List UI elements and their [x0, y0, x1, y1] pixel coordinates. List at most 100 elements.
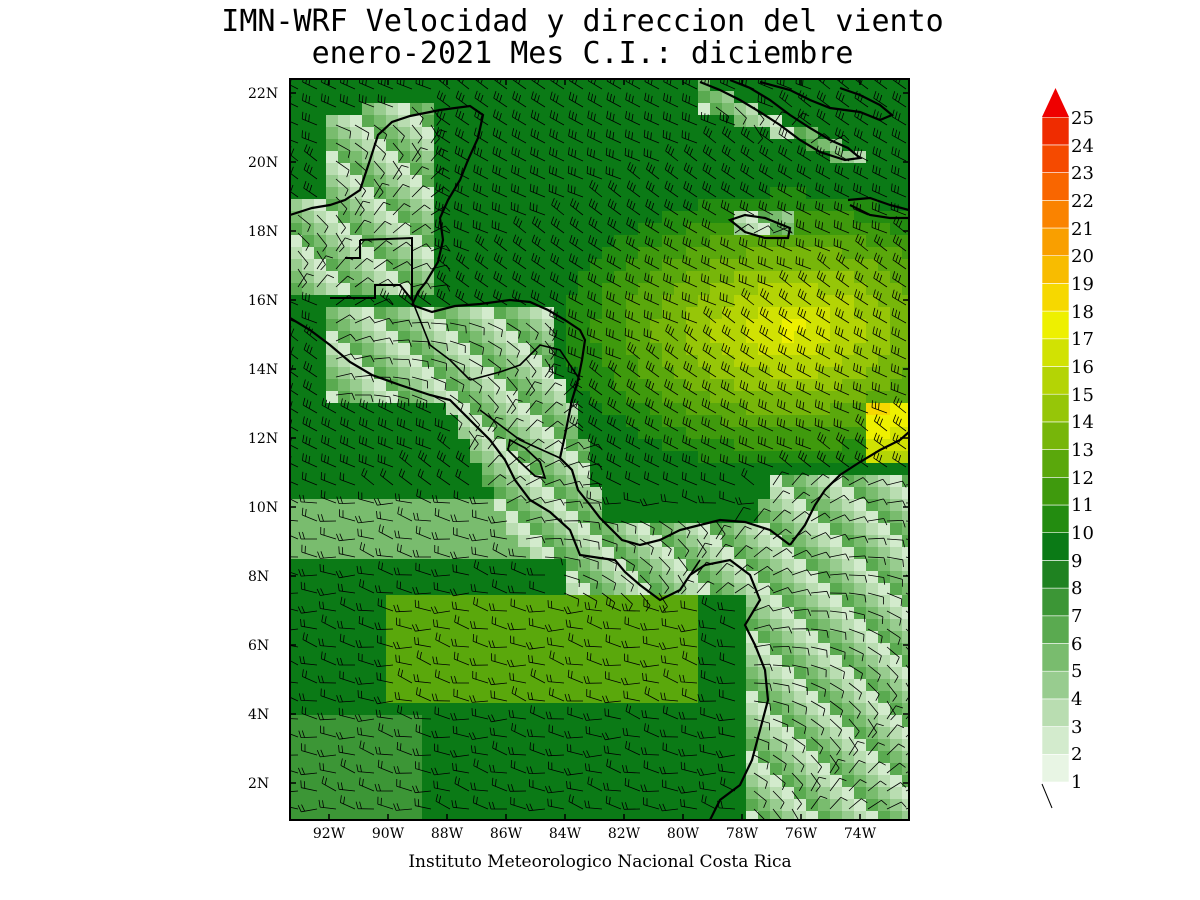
field-cell [374, 283, 387, 296]
field-cell [794, 751, 807, 764]
lon-label: 78W [725, 826, 759, 842]
field-cell [770, 703, 783, 716]
field-cell [494, 103, 507, 116]
field-cell [890, 163, 903, 176]
field-cell [662, 451, 675, 464]
field-cell [458, 127, 471, 140]
field-cell [290, 319, 303, 332]
field-cell [806, 115, 819, 128]
field-cell [482, 247, 495, 260]
field-cell [782, 175, 795, 188]
lat-label: 12N [248, 431, 279, 447]
field-cell [770, 295, 783, 308]
field-cell [302, 427, 315, 440]
field-cell [422, 295, 435, 308]
field-cell [446, 451, 459, 464]
field-cell [326, 307, 339, 320]
field-cell [890, 559, 903, 572]
colorbar-swatch [1041, 726, 1070, 755]
field-cell [902, 151, 909, 164]
field-cell [326, 163, 339, 176]
field-cell [878, 727, 891, 740]
field-cell [290, 127, 303, 140]
field-cell [866, 679, 879, 692]
field-cell [854, 787, 867, 800]
field-cell [854, 247, 867, 260]
field-cell [734, 427, 747, 440]
field-cell [614, 343, 627, 356]
field-cell [290, 391, 303, 404]
field-cell [482, 271, 495, 284]
field-cell [566, 235, 579, 248]
field-cell [410, 139, 423, 152]
field-cell [314, 79, 327, 92]
field-cell [878, 559, 891, 572]
colorbar-label: 25 [1071, 108, 1094, 129]
field-cell [842, 535, 855, 548]
field-cell [518, 223, 531, 236]
lat-label: 6N [248, 638, 270, 654]
field-cell [734, 127, 747, 140]
field-cell [806, 391, 819, 404]
field-cell [602, 175, 615, 188]
field-cell [878, 343, 891, 356]
field-cell [818, 355, 831, 368]
field-cell [878, 127, 891, 140]
field-cell [842, 475, 855, 488]
field-cell [770, 187, 783, 200]
field-cell [902, 427, 909, 440]
field-cell [530, 151, 543, 164]
field-cell [458, 199, 471, 212]
field-cell [386, 427, 399, 440]
field-cell [758, 751, 771, 764]
field-cell [866, 139, 879, 152]
field-cell [854, 547, 867, 560]
field-cell [662, 175, 675, 188]
field-cell [686, 91, 699, 104]
field-cell [746, 475, 759, 488]
field-cell [482, 235, 495, 248]
field-cell [326, 367, 339, 380]
field-cell [854, 559, 867, 572]
field-cell [554, 415, 567, 428]
field-cell [698, 187, 711, 200]
field-cell [806, 703, 819, 716]
credit-line: Instituto Meteorologico Nacional Costa R… [408, 852, 792, 872]
field-cell [698, 175, 711, 188]
colorbar-label: 14 [1071, 412, 1094, 433]
field-cell [338, 499, 351, 512]
field-cell [578, 415, 591, 428]
field-cell [842, 787, 855, 800]
colorbar-swatch [1041, 421, 1070, 450]
field-cell [470, 151, 483, 164]
field-cell [542, 487, 555, 500]
field-cell [746, 367, 759, 380]
field-cell [830, 607, 843, 620]
field-cell [506, 223, 519, 236]
field-cell [542, 271, 555, 284]
field-cell [494, 463, 507, 476]
field-cell [350, 319, 363, 332]
field-cell [698, 223, 711, 236]
field-cell [770, 151, 783, 164]
field-cell [710, 391, 723, 404]
field-cell [470, 175, 483, 188]
field-cell [842, 775, 855, 788]
field-cell [542, 319, 555, 332]
field-cell [314, 427, 327, 440]
field-cell [818, 367, 831, 380]
field-cell [374, 175, 387, 188]
field-cell [302, 127, 315, 140]
field-cell [854, 139, 867, 152]
field-cell [758, 367, 771, 380]
field-cell [902, 103, 909, 116]
field-cell [854, 499, 867, 512]
field-cell [602, 319, 615, 332]
lon-label: 84W [548, 826, 582, 842]
field-cell [482, 475, 495, 488]
field-cell [482, 499, 495, 512]
field-cell [554, 259, 567, 272]
field-cell [686, 271, 699, 284]
field-cell [866, 535, 879, 548]
field-cell [446, 259, 459, 272]
